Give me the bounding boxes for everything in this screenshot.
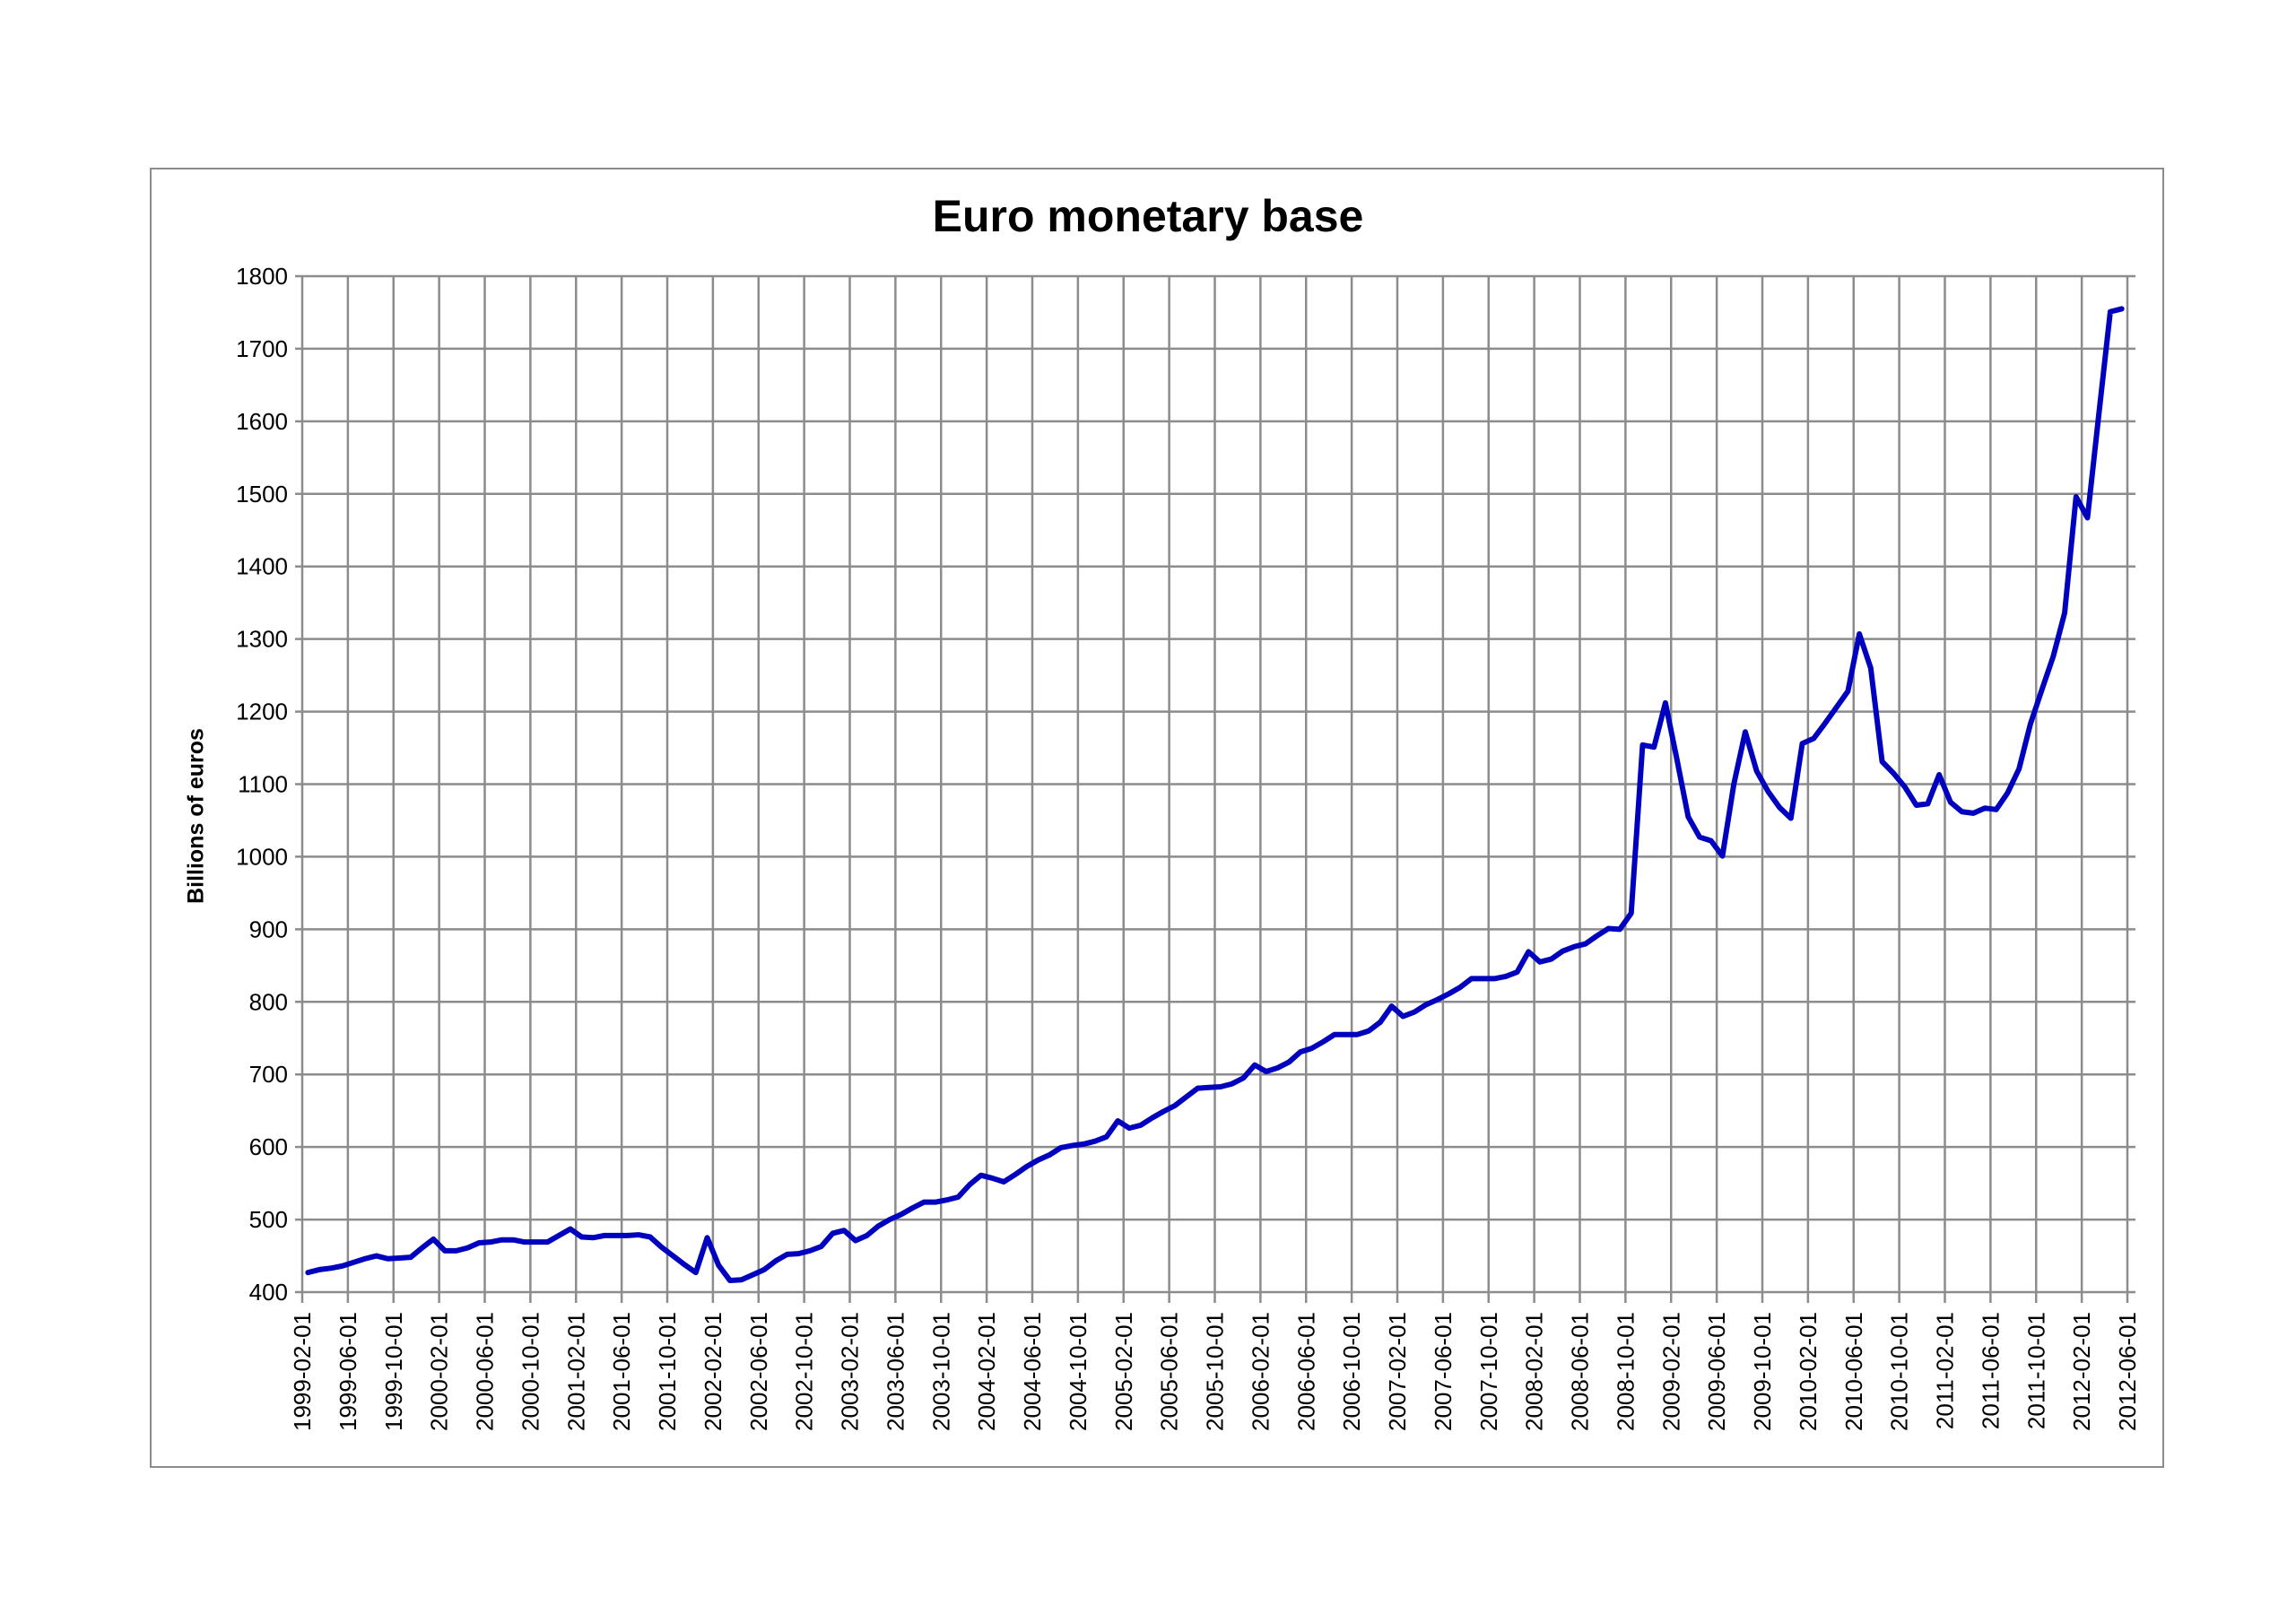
y-tick-label: 1500: [236, 481, 288, 508]
x-tick-label: 1999-02-01: [289, 1312, 316, 1431]
y-tick-label: 1000: [236, 843, 288, 870]
x-tick-label: 2010-10-01: [1886, 1312, 1913, 1431]
x-tick-label: 2010-06-01: [1840, 1312, 1867, 1431]
y-tick-label: 1400: [236, 553, 288, 580]
y-tick-label: 1300: [236, 626, 288, 653]
x-tick-label: 2011-02-01: [1932, 1312, 1959, 1429]
x-tick-label: 2010-02-01: [1795, 1312, 1822, 1431]
x-tick-label: 2002-02-01: [700, 1312, 726, 1431]
chart-title: Euro monetary base: [932, 191, 1364, 241]
x-tick-label: 2006-06-01: [1292, 1312, 1319, 1431]
x-tick-label: 2006-10-01: [1338, 1312, 1365, 1431]
x-tick-label: 2005-10-01: [1202, 1312, 1229, 1431]
x-tick-label: 2007-10-01: [1475, 1312, 1502, 1431]
y-tick-label: 600: [249, 1133, 288, 1160]
x-tick-label: 2000-10-01: [517, 1312, 544, 1431]
x-tick-label: 2005-06-01: [1156, 1312, 1183, 1431]
x-tick-label: 2009-06-01: [1703, 1312, 1730, 1431]
x-tick-label: 2004-06-01: [1019, 1312, 1046, 1431]
y-tick-label: 1100: [238, 771, 288, 798]
x-tick-label: 2001-02-01: [562, 1312, 589, 1431]
y-tick-label: 1600: [236, 408, 288, 435]
x-tick-label: 2008-02-01: [1521, 1312, 1548, 1431]
x-tick-label: 2006-02-01: [1247, 1312, 1274, 1431]
y-tick-label: 800: [249, 988, 288, 1015]
x-tick-label: 2001-06-01: [608, 1312, 635, 1431]
x-tick-label: 2001-10-01: [654, 1312, 681, 1431]
x-tick-label: 2004-02-01: [973, 1312, 1000, 1431]
x-tick-label: 2002-10-01: [791, 1312, 818, 1431]
x-tick-label: 2008-10-01: [1612, 1312, 1639, 1431]
x-tick-label: 2000-06-01: [472, 1312, 499, 1431]
x-tick-label: 2004-10-01: [1065, 1312, 1091, 1431]
x-tick-label: 2009-02-01: [1657, 1312, 1684, 1431]
x-tick-label: 2000-02-01: [426, 1312, 453, 1431]
x-tick-label: 2003-10-01: [927, 1312, 954, 1431]
x-tick-label: 1999-10-01: [380, 1312, 407, 1431]
data-series-line: [305, 306, 2125, 1284]
x-tick-label: 2007-02-01: [1384, 1312, 1411, 1431]
y-tick-label: 400: [249, 1279, 288, 1306]
x-tick-label: 2012-02-01: [2068, 1312, 2095, 1431]
y-tick-label: 700: [249, 1061, 288, 1088]
x-tick-label: 2002-06-01: [745, 1312, 772, 1431]
x-tick-label: 2003-02-01: [837, 1312, 864, 1431]
x-tick-label: 2008-06-01: [1567, 1312, 1594, 1431]
y-tick-label: 500: [249, 1206, 288, 1233]
x-tick-label: 2011-10-01: [2022, 1312, 2049, 1429]
x-tick-label: 2005-02-01: [1110, 1312, 1137, 1431]
y-tick-label: 900: [249, 916, 288, 942]
x-tick-label: 2009-10-01: [1749, 1312, 1776, 1431]
chart-frame: [150, 168, 2164, 1468]
x-tick-label: 1999-06-01: [335, 1312, 361, 1431]
y-tick-label: 1200: [236, 699, 288, 725]
y-tick-label: 1800: [236, 263, 288, 290]
x-tick-label: 2007-06-01: [1430, 1312, 1457, 1431]
y-tick-label: 1700: [236, 335, 288, 362]
x-tick-label: 2011-06-01: [1977, 1312, 2004, 1429]
x-tick-label: 2003-06-01: [882, 1312, 909, 1431]
x-tick-label: 2012-06-01: [2114, 1312, 2141, 1431]
